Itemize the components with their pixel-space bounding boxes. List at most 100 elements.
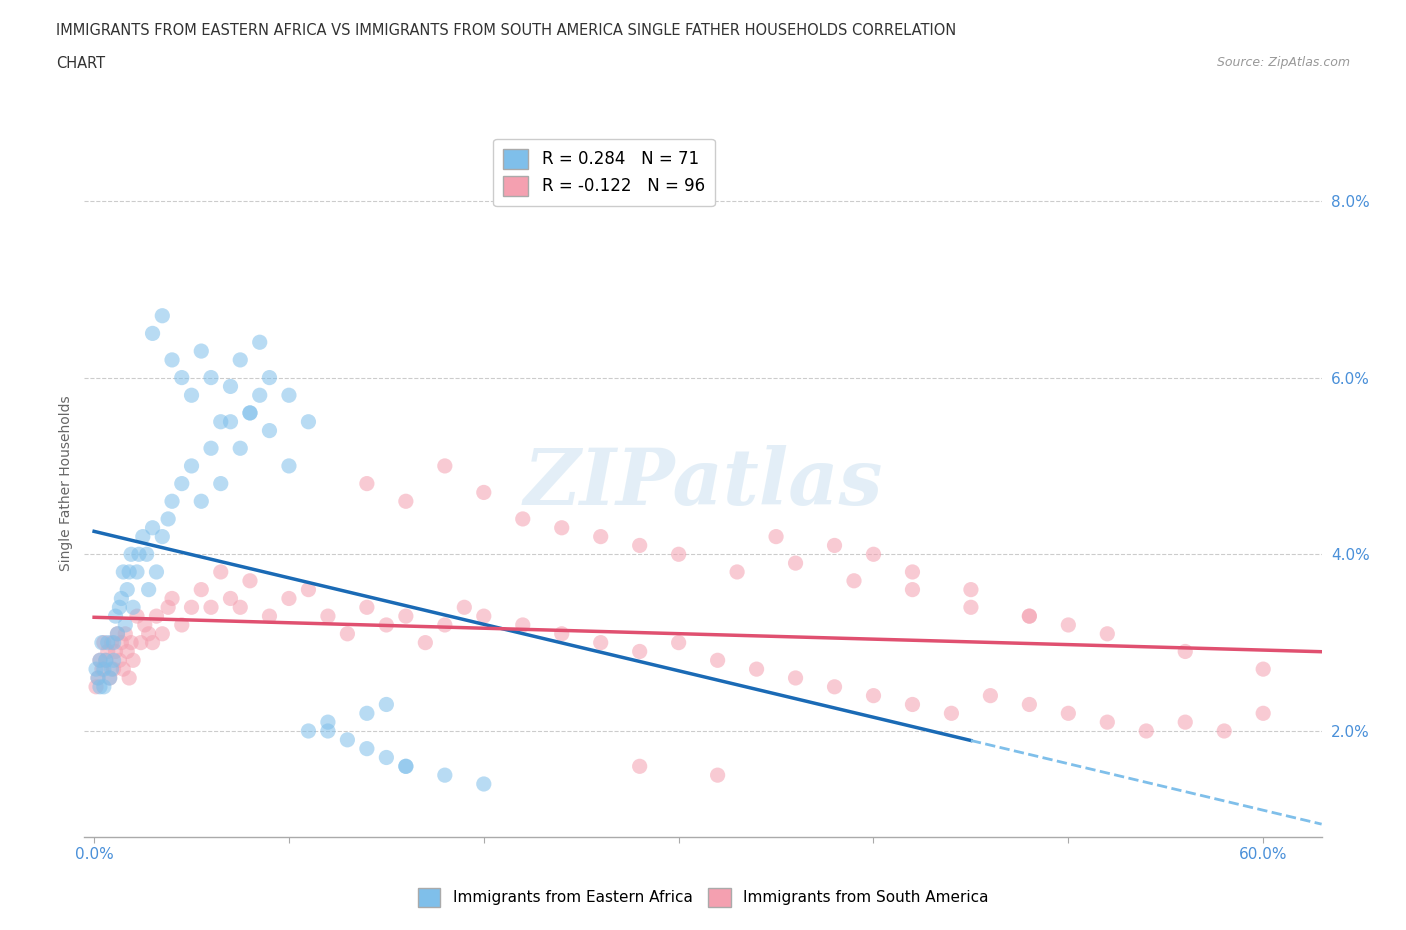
Point <box>114 618 136 632</box>
Point <box>100 635 122 650</box>
Point <box>842 573 865 589</box>
Point <box>103 662 125 677</box>
Point <box>706 768 728 783</box>
Point <box>107 627 129 642</box>
Point <box>628 759 651 774</box>
Point <box>108 600 131 615</box>
Point <box>98 671 121 685</box>
Point <box>785 671 807 685</box>
Point <box>1174 714 1197 729</box>
Point <box>297 724 319 738</box>
Point <box>134 618 156 632</box>
Point <box>259 609 281 624</box>
Point <box>200 370 222 385</box>
Point <box>129 635 152 650</box>
Point <box>551 521 574 536</box>
Point <box>132 529 155 544</box>
Point <box>180 600 202 615</box>
Point <box>375 698 398 712</box>
Point <box>125 609 148 624</box>
Point <box>160 494 183 509</box>
Point <box>93 662 115 677</box>
Point <box>297 415 319 430</box>
Point <box>170 370 193 385</box>
Point <box>356 706 378 721</box>
Point <box>375 618 398 632</box>
Point <box>84 679 107 694</box>
Point <box>433 458 456 473</box>
Point <box>1057 706 1080 721</box>
Point <box>512 512 534 526</box>
Point <box>824 679 846 694</box>
Point <box>219 379 242 394</box>
Point <box>120 635 142 650</box>
Point <box>472 777 495 791</box>
Point <box>453 600 475 615</box>
Point <box>278 388 301 403</box>
Point <box>110 635 132 650</box>
Text: ZIPatlas: ZIPatlas <box>523 445 883 522</box>
Point <box>862 688 884 703</box>
Point <box>97 635 120 650</box>
Point <box>249 335 271 350</box>
Point <box>118 671 141 685</box>
Point <box>90 662 112 677</box>
Legend: Immigrants from Eastern Africa, Immigrants from South America: Immigrants from Eastern Africa, Immigran… <box>411 881 995 914</box>
Point <box>1018 609 1040 624</box>
Point <box>1213 724 1236 738</box>
Point <box>1251 706 1274 721</box>
Point <box>725 565 748 579</box>
Point <box>138 582 160 597</box>
Point <box>219 415 242 430</box>
Point <box>589 635 612 650</box>
Point <box>433 618 456 632</box>
Point <box>118 565 141 579</box>
Point <box>356 600 378 615</box>
Point <box>229 600 252 615</box>
Point <box>114 627 136 642</box>
Point <box>94 653 117 668</box>
Point <box>108 653 131 668</box>
Point <box>668 547 690 562</box>
Point <box>628 644 651 658</box>
Point <box>1251 662 1274 677</box>
Point <box>98 671 121 685</box>
Point <box>107 627 129 642</box>
Point <box>628 538 651 552</box>
Point <box>180 388 202 403</box>
Y-axis label: Single Father Households: Single Father Households <box>59 396 73 571</box>
Point <box>415 635 437 650</box>
Point <box>138 627 160 642</box>
Text: Source: ZipAtlas.com: Source: ZipAtlas.com <box>1216 56 1350 69</box>
Point <box>259 423 281 438</box>
Point <box>316 724 339 738</box>
Point <box>84 662 107 677</box>
Point <box>115 644 138 658</box>
Point <box>104 609 127 624</box>
Point <box>200 441 222 456</box>
Point <box>115 582 138 597</box>
Point <box>356 476 378 491</box>
Point <box>190 343 212 358</box>
Point <box>190 582 212 597</box>
Point <box>103 653 125 668</box>
Point <box>512 618 534 632</box>
Point <box>395 609 418 624</box>
Point <box>336 733 359 748</box>
Point <box>150 309 173 324</box>
Point <box>112 565 135 579</box>
Point <box>180 458 202 473</box>
Point <box>122 653 145 668</box>
Point <box>356 741 378 756</box>
Point <box>142 521 165 536</box>
Point <box>249 388 271 403</box>
Point <box>229 441 252 456</box>
Point <box>93 635 115 650</box>
Point <box>94 653 117 668</box>
Point <box>239 405 262 420</box>
Point <box>1097 627 1119 642</box>
Point <box>785 556 807 571</box>
Point <box>93 679 115 694</box>
Point <box>1135 724 1157 738</box>
Point <box>668 635 690 650</box>
